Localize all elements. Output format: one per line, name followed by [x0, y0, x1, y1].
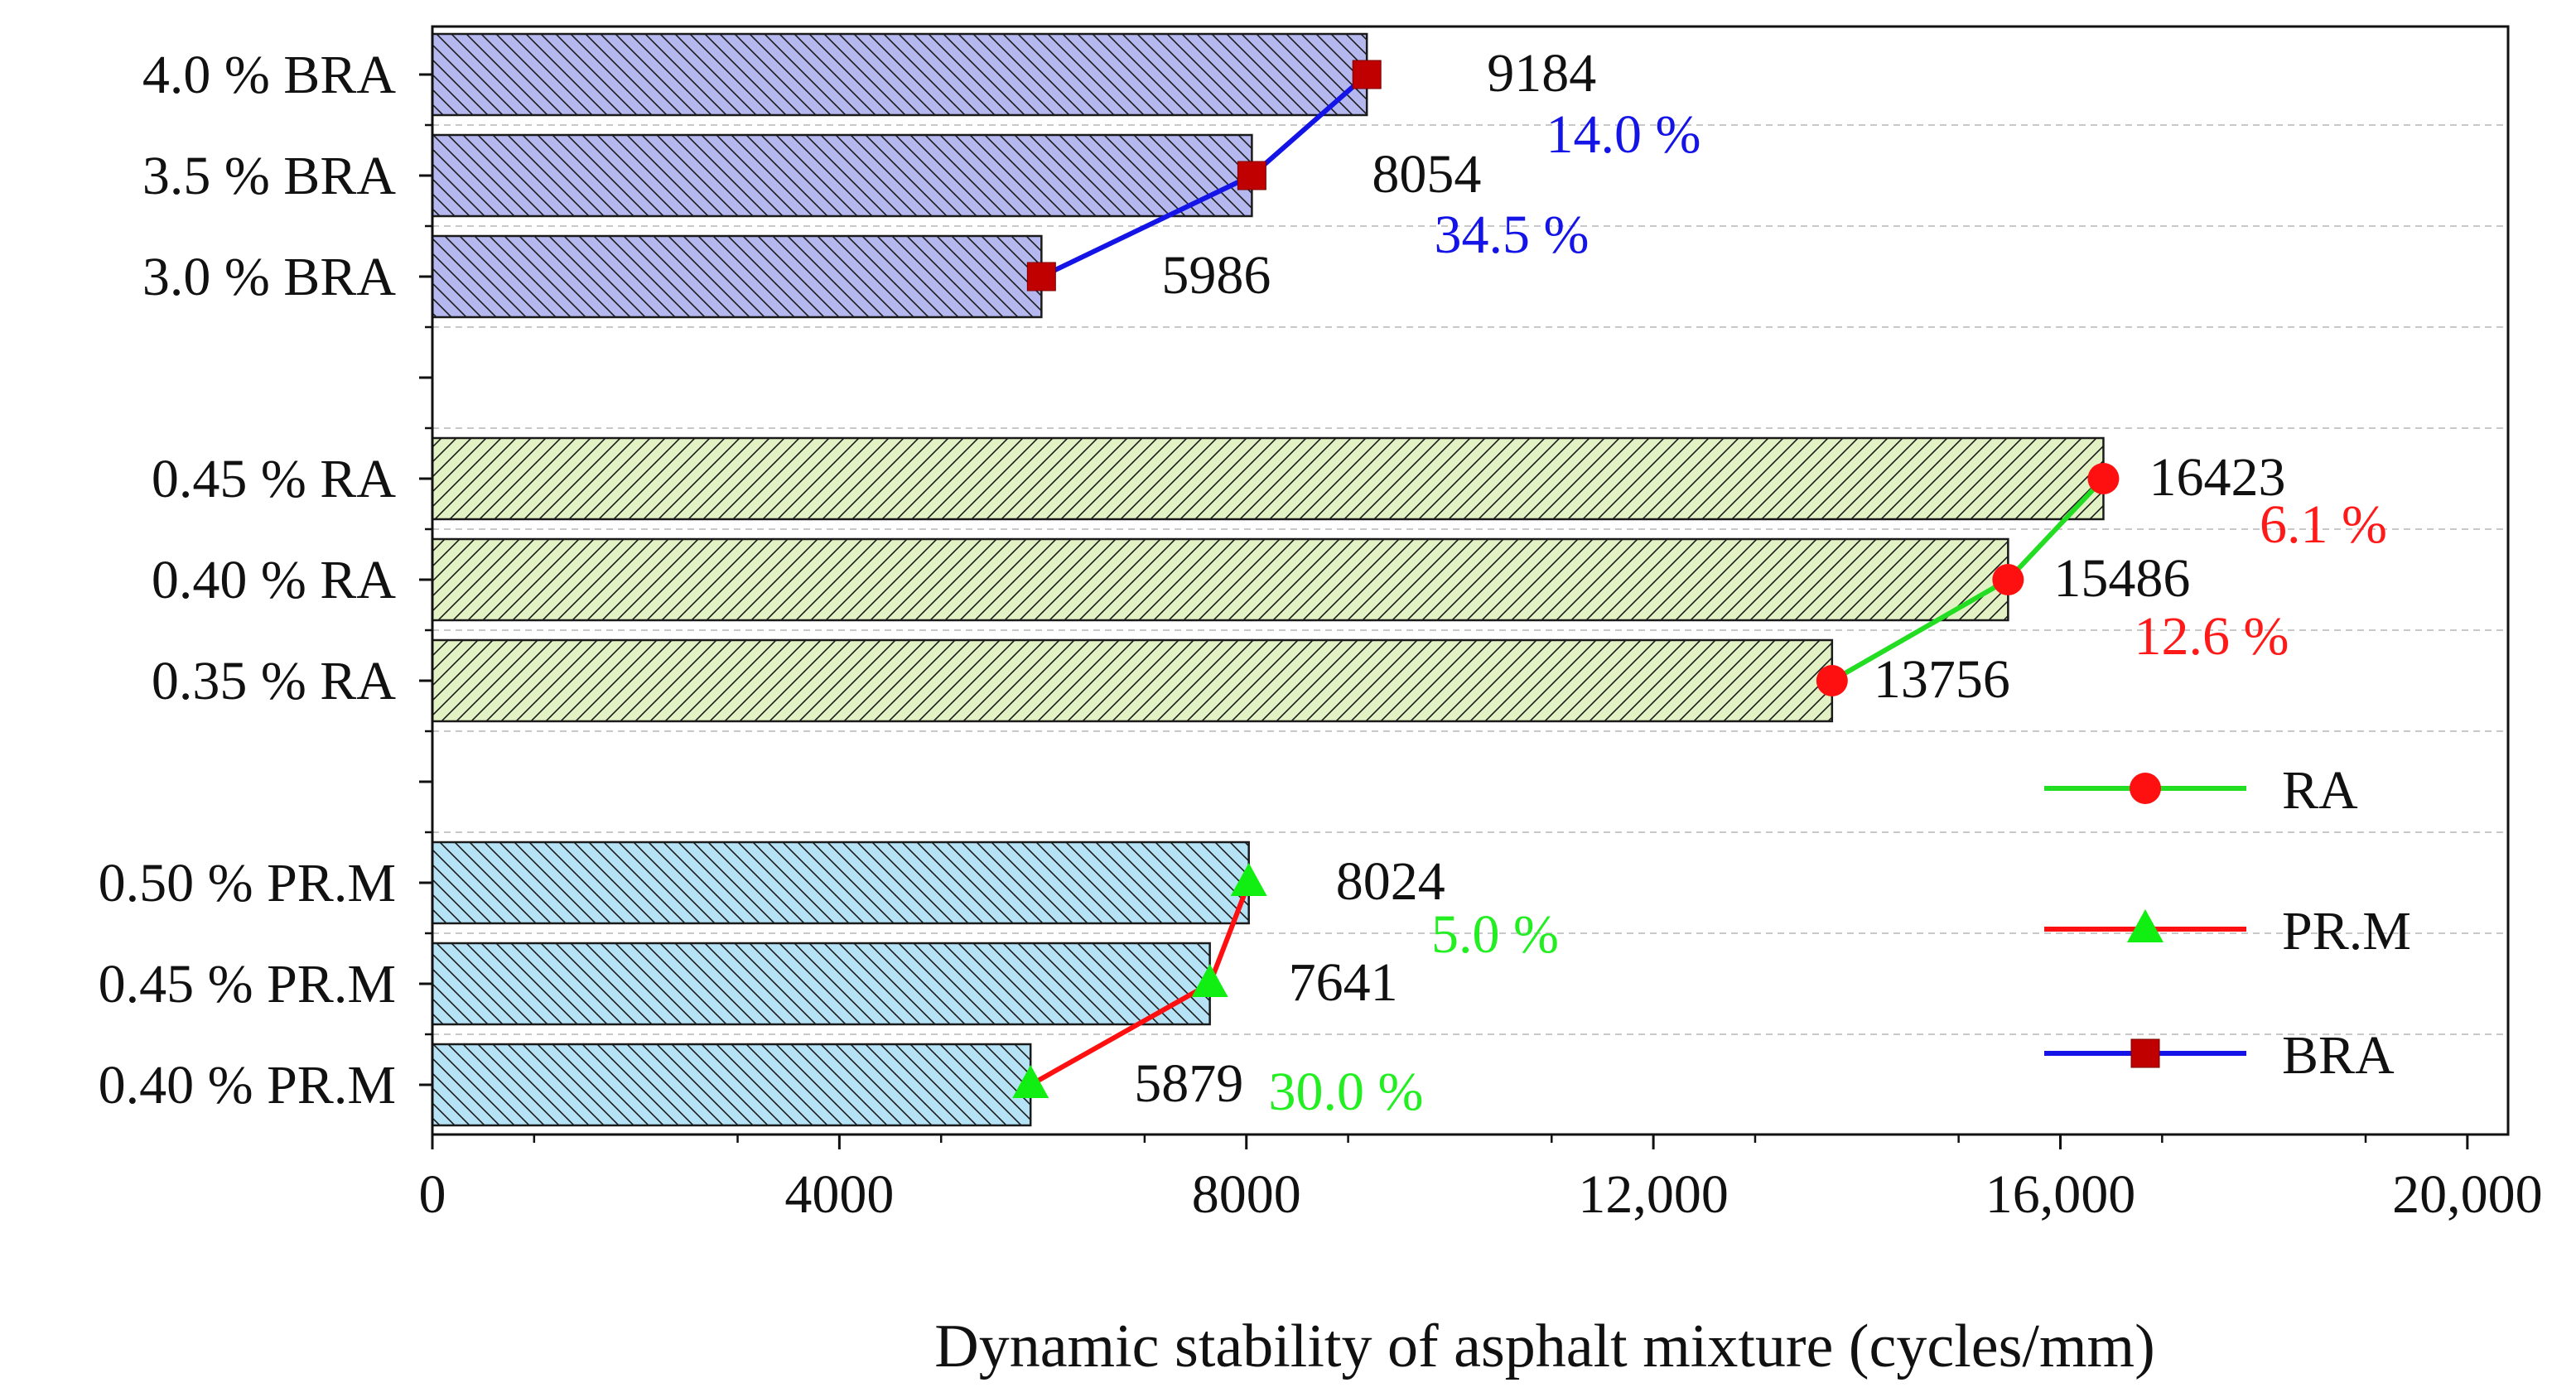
legend-marker [2130, 773, 2161, 804]
value-label: 7641 [1289, 952, 1398, 1013]
x-tick-label: 8000 [1192, 1164, 1301, 1225]
value-label: 13756 [1874, 649, 2010, 710]
category-label: 0.45 % RA [152, 449, 397, 509]
series-marker [1992, 564, 2024, 595]
category-label: 3.5 % BRA [142, 146, 397, 206]
legend-label: PR.M [2282, 901, 2411, 961]
category-label: 3.0 % BRA [142, 247, 397, 307]
category-label: 0.35 % RA [152, 651, 397, 711]
bar [431, 234, 1043, 319]
value-label: 9184 [1487, 43, 1596, 104]
x-tick-label: 4000 [784, 1164, 894, 1225]
value-label: 15486 [2053, 548, 2190, 609]
increase-label: 14.0 % [1546, 104, 1701, 165]
increase-label: 5.0 % [1431, 904, 1559, 965]
bar [431, 436, 2105, 521]
bar [431, 133, 1253, 218]
series-marker [1230, 863, 1267, 896]
category-label: 0.40 % RA [152, 550, 397, 610]
bar [431, 1043, 1032, 1127]
x-tick-label: 0 [419, 1164, 446, 1225]
x-tick-label: 16,000 [1985, 1164, 2136, 1225]
legend-marker [2127, 909, 2164, 942]
series-markers [1012, 60, 2120, 1098]
category-label: 0.50 % PR.M [99, 853, 396, 913]
value-label: 8024 [1336, 851, 1445, 912]
axes: 4.0 % BRA 3.5 % BRA 3.0 % BRA 0.45 % RA 0.40… [99, 25, 2543, 1380]
legend-label: RA [2282, 760, 2358, 821]
bar [431, 942, 1211, 1026]
increase-label: 6.1 % [2260, 494, 2387, 555]
category-label: 0.45 % PR.M [99, 954, 396, 1014]
x-tick-label: 20,000 [2392, 1164, 2543, 1225]
bar [431, 537, 2009, 622]
increase-label: 34.5 % [1435, 205, 1589, 265]
category-label: 4.0 % BRA [142, 45, 397, 105]
series-marker [1352, 60, 1382, 89]
bar [431, 638, 1834, 723]
value-label: 5879 [1134, 1053, 1243, 1114]
bar [431, 32, 1368, 117]
bars [431, 32, 2105, 1127]
x-axis-title: Dynamic stability of asphalt mixture (cy… [934, 1313, 2154, 1380]
series-marker [1012, 1065, 1049, 1098]
series-marker [2087, 463, 2120, 494]
x-tick-label: 12,000 [1578, 1164, 1729, 1225]
value-label: 16423 [2149, 447, 2285, 508]
legend-marker [2130, 1038, 2160, 1068]
bar [431, 841, 1250, 925]
category-label: 0.40 % PR.M [99, 1055, 396, 1115]
series-marker [1816, 665, 1848, 696]
grid-lines [432, 124, 2508, 1035]
value-label: 5986 [1161, 245, 1271, 306]
legend-label: BRA [2282, 1025, 2395, 1086]
legend: RA PR.M BRA [2044, 760, 2411, 1086]
increase-label: 12.6 % [2135, 606, 2289, 667]
increase-label: 30.0 % [1269, 1062, 1424, 1122]
value-label: 8054 [1372, 144, 1481, 205]
series-marker [1026, 262, 1056, 291]
series-marker [1191, 964, 1228, 997]
series-marker [1237, 161, 1266, 190]
